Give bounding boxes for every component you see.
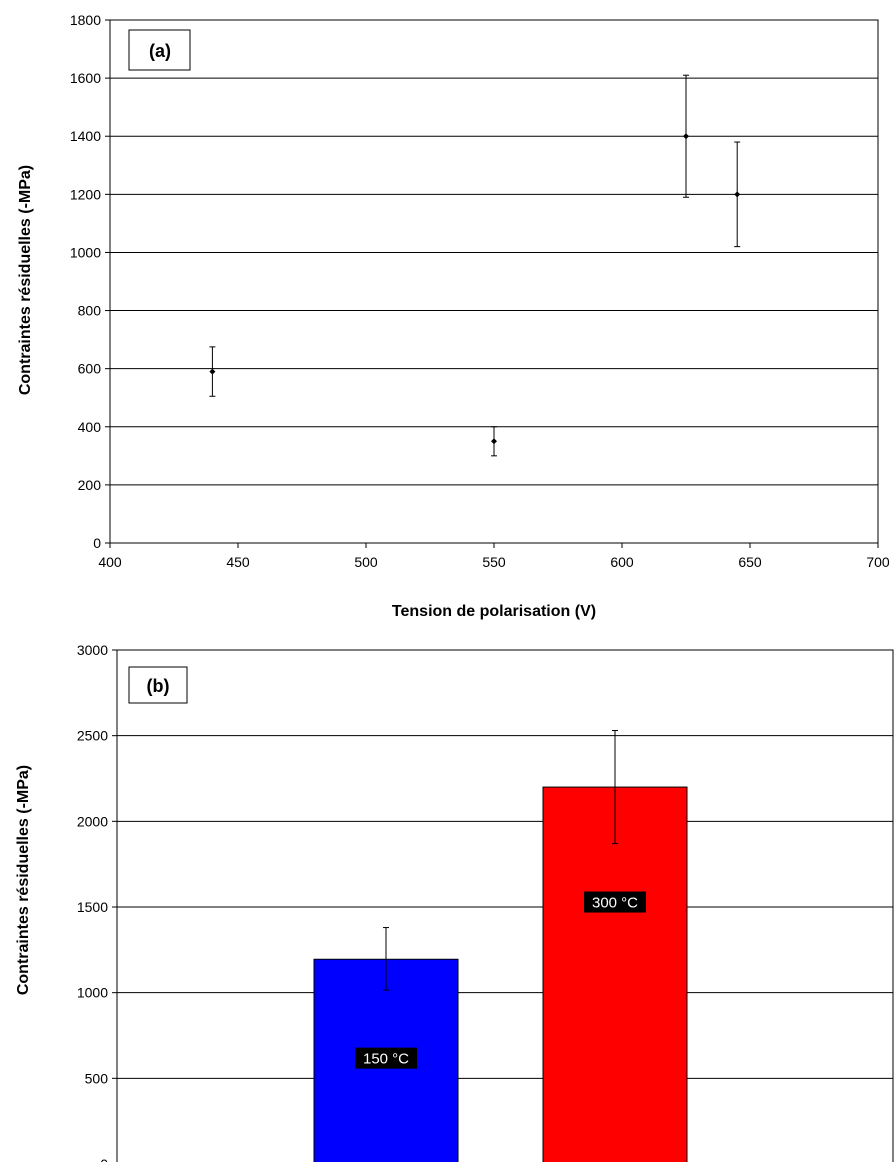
y-tick-label-a: 1400 bbox=[70, 128, 101, 144]
y-tick-label-b: 1000 bbox=[77, 985, 108, 1001]
bar-label-bg-b bbox=[355, 1047, 417, 1069]
y-axis-title-a: Contraintes résiduelles (-MPa) bbox=[17, 165, 34, 395]
gridlines-a bbox=[105, 19, 879, 548]
x-tick-label-a: 650 bbox=[738, 554, 762, 570]
y-axis-title-b: Contraintes résiduelles (-MPa) bbox=[15, 765, 32, 995]
y-tick-labels-a: 0 200 400 600 800 1000 1200 1400 1600 1800 bbox=[70, 12, 101, 551]
bar-chart-b: 0 500 1000 1500 2000 2500 3000 150 °C 300 °C (b… bbox=[15, 642, 894, 1162]
y-tick-label-a: 800 bbox=[78, 303, 102, 319]
y-tick-label-a: 1600 bbox=[70, 70, 101, 86]
y-tick-label-b: 2000 bbox=[77, 813, 108, 829]
panel-label-b: (b) bbox=[147, 676, 170, 696]
bar-label-text-b: 150 °C bbox=[363, 1051, 409, 1068]
y-tick-label-b: 3000 bbox=[77, 642, 108, 658]
panel-label-box-a: (a) bbox=[128, 29, 191, 71]
x-tick-label-a: 400 bbox=[98, 554, 122, 570]
bar-b: 300 °C bbox=[542, 730, 688, 1162]
point-marker-a bbox=[683, 133, 689, 140]
point-marker-a bbox=[491, 438, 497, 445]
x-tick-label-a: 500 bbox=[354, 554, 378, 570]
point-marker-a bbox=[209, 368, 216, 375]
y-tick-label-a: 200 bbox=[78, 477, 102, 493]
y-tick-label-a: 600 bbox=[78, 361, 102, 377]
point-marker-a bbox=[734, 191, 741, 198]
panel-label-a: (a) bbox=[149, 41, 171, 61]
y-tick-label-a: 0 bbox=[93, 535, 101, 551]
data-point-a bbox=[209, 346, 216, 397]
y-tick-label-b: 0 bbox=[100, 1156, 108, 1162]
bar-label-b: 150 °C bbox=[355, 1047, 417, 1069]
data-points-a bbox=[209, 74, 741, 457]
y-tick-label-a: 400 bbox=[78, 419, 102, 435]
bar-label-bg-b bbox=[584, 891, 646, 913]
x-tick-labels-a: 400 450 500 550 600 650 700 bbox=[98, 554, 890, 570]
y-tick-label-a: 1000 bbox=[70, 244, 101, 260]
data-point-a bbox=[491, 426, 497, 457]
y-tick-label-a: 1800 bbox=[70, 12, 101, 28]
x-tick-label-a: 550 bbox=[482, 554, 506, 570]
y-tick-labels-b: 0 500 1000 1500 2000 2500 3000 bbox=[77, 642, 108, 1162]
data-point-a bbox=[734, 141, 741, 248]
y-tick-label-b: 1500 bbox=[77, 899, 108, 915]
y-tick-label-b: 2500 bbox=[77, 728, 108, 744]
gridlines-b bbox=[112, 649, 893, 1079]
y-tick-label-b: 500 bbox=[85, 1070, 109, 1086]
x-tick-label-a: 600 bbox=[610, 554, 634, 570]
bars-b: 150 °C 300 °C bbox=[313, 730, 688, 1162]
plot-area-b bbox=[116, 649, 894, 1162]
plot-area-a bbox=[109, 19, 879, 544]
x-tick-label-a: 700 bbox=[866, 554, 890, 570]
y-tick-label-a: 1200 bbox=[70, 186, 101, 202]
x-axis-title-a: Tension de polarisation (V) bbox=[392, 603, 596, 620]
x-tick-label-a: 450 bbox=[226, 554, 250, 570]
panel-label-box-b: (b) bbox=[128, 666, 188, 704]
scatter-chart-a: 0 200 400 600 800 1000 1200 1400 1600 1800 400 450… bbox=[17, 12, 890, 620]
bar-label-b: 300 °C bbox=[584, 891, 646, 913]
bar-rect-b bbox=[542, 786, 688, 1162]
data-point-a bbox=[683, 74, 689, 198]
bar-label-text-b: 300 °C bbox=[592, 895, 638, 912]
bar-b: 150 °C bbox=[313, 927, 459, 1162]
